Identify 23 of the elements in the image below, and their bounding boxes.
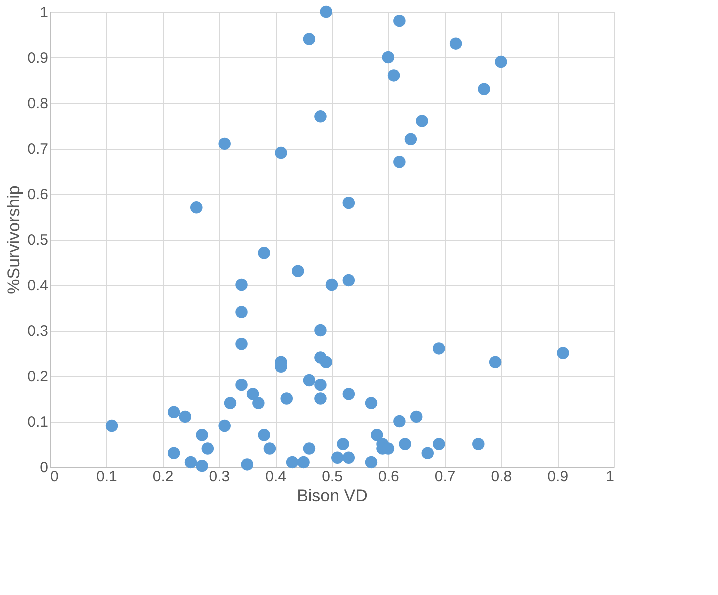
x-axis-title: Bison VD [297, 486, 368, 506]
y-tick-label: 1 [40, 4, 48, 22]
x-tick-label: 0.4 [266, 468, 287, 486]
x-tick-label: 0.2 [152, 468, 174, 486]
y-tick-label: 0.3 [28, 323, 48, 340]
x-tick-label: 0 [50, 468, 59, 486]
y-tick-label: 0.6 [28, 186, 48, 204]
y-tick-label: 0.2 [28, 368, 48, 386]
x-tick-label: 0.6 [378, 468, 400, 486]
y-axis-title: %Survivorship [4, 186, 24, 294]
x-tick-label: 0.3 [209, 468, 230, 486]
x-tick-label: 0.8 [491, 468, 512, 486]
y-tick-label: 0.9 [28, 50, 48, 67]
y-tick-label: 0.7 [28, 141, 48, 158]
y-tick-label: 0.1 [28, 414, 48, 431]
y-tick-label: 0.8 [28, 96, 48, 112]
x-tick-label: 0.9 [548, 468, 569, 486]
x-tick-label: 0.7 [434, 468, 456, 486]
x-tick-label: 0.5 [322, 468, 343, 486]
y-tick-label: 0.5 [28, 232, 48, 249]
y-tick-label: 0.4 [28, 278, 48, 294]
x-tick-label: 0.1 [96, 468, 118, 486]
x-tick-label: 1 [606, 468, 614, 486]
